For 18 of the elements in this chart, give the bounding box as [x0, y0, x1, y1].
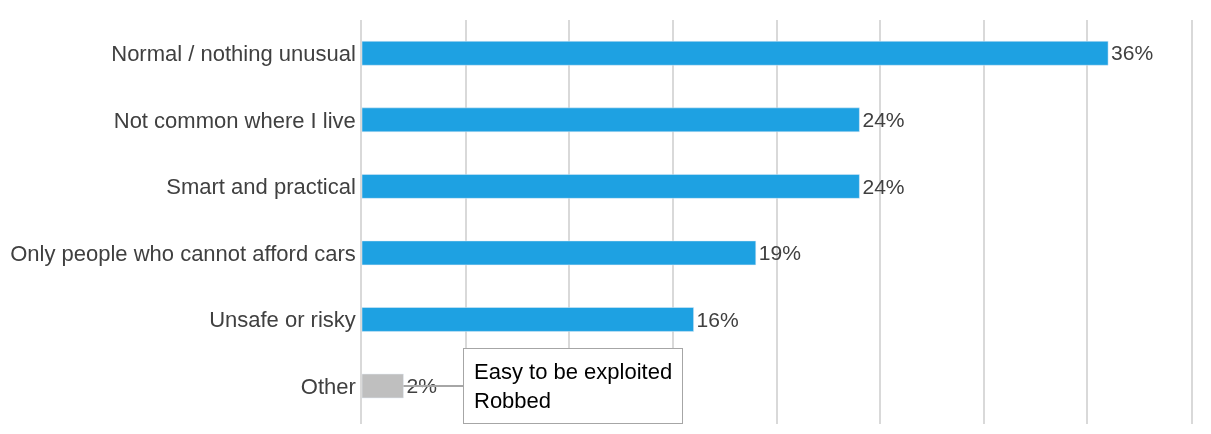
bar: [362, 240, 757, 266]
data-label: 24%: [862, 108, 905, 132]
y-tick-label: Unsafe or risky: [209, 307, 356, 333]
bar: [362, 373, 404, 399]
data-label: 36%: [1111, 41, 1154, 65]
y-tick-label: Only people who cannot afford cars: [10, 240, 356, 266]
bar: [362, 307, 694, 332]
y-tick-label: Other: [300, 373, 356, 399]
data-label: 16%: [696, 307, 739, 331]
data-label: 19%: [758, 241, 801, 265]
bar: [362, 107, 860, 133]
bar: [362, 174, 860, 199]
y-tick-label: Not common where I live: [113, 107, 356, 133]
y-tick-label: Normal / nothing unusual: [111, 40, 356, 66]
y-tick-label: Smart and practical: [166, 174, 356, 200]
data-label: 24%: [862, 174, 905, 198]
bar: [362, 41, 1109, 66]
annotation: Easy to be exploited Robbed: [474, 359, 673, 413]
